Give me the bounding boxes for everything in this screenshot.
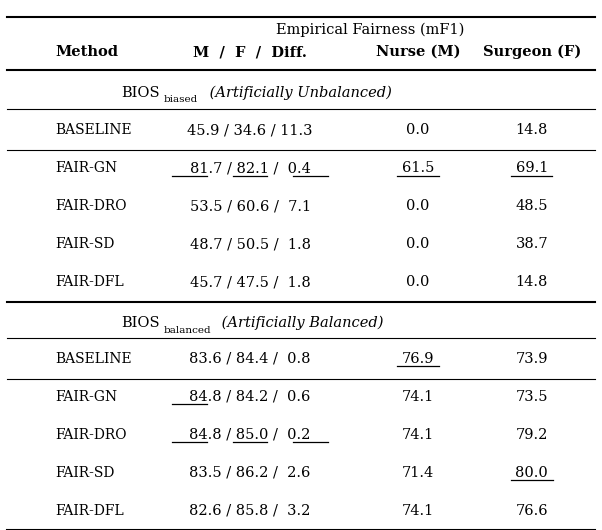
Text: 0.0: 0.0 [406, 199, 430, 213]
Text: 73.5: 73.5 [515, 390, 548, 404]
Text: FAIR-GN: FAIR-GN [55, 161, 117, 175]
Text: 84.8 / 85.0 /  0.2: 84.8 / 85.0 / 0.2 [190, 428, 311, 442]
Text: 45.7 / 47.5 /  1.8: 45.7 / 47.5 / 1.8 [190, 275, 311, 289]
Text: 76.6: 76.6 [515, 504, 548, 518]
Text: FAIR-DFL: FAIR-DFL [55, 504, 124, 518]
Text: 0.0: 0.0 [406, 123, 430, 137]
Text: 0.0: 0.0 [406, 237, 430, 251]
Text: 76.9: 76.9 [402, 352, 434, 366]
Text: 74.1: 74.1 [402, 504, 434, 518]
Text: 81.7 / 82.1 /  0.4: 81.7 / 82.1 / 0.4 [190, 161, 311, 175]
Text: 69.1: 69.1 [515, 161, 548, 175]
Text: BASELINE: BASELINE [55, 352, 132, 366]
Text: BIOS: BIOS [122, 316, 160, 330]
Text: 71.4: 71.4 [402, 466, 434, 480]
Text: 14.8: 14.8 [515, 275, 548, 289]
Text: 48.5: 48.5 [515, 199, 548, 213]
Text: Nurse (M): Nurse (M) [376, 45, 460, 59]
Text: 79.2: 79.2 [515, 428, 548, 442]
Text: FAIR-DRO: FAIR-DRO [55, 199, 127, 213]
Text: BIOS: BIOS [122, 86, 160, 100]
Text: FAIR-GN: FAIR-GN [55, 390, 117, 404]
Text: Empirical Fairness (mF1): Empirical Fairness (mF1) [276, 22, 464, 37]
Text: 84.8 / 84.2 /  0.6: 84.8 / 84.2 / 0.6 [190, 390, 311, 404]
Text: 83.5 / 86.2 /  2.6: 83.5 / 86.2 / 2.6 [190, 466, 311, 480]
Text: 48.7 / 50.5 /  1.8: 48.7 / 50.5 / 1.8 [190, 237, 311, 251]
Text: 61.5: 61.5 [402, 161, 434, 175]
Text: 74.1: 74.1 [402, 390, 434, 404]
Text: Surgeon (F): Surgeon (F) [483, 45, 581, 59]
Text: BASELINE: BASELINE [55, 123, 132, 137]
Text: 45.9 / 34.6 / 11.3: 45.9 / 34.6 / 11.3 [187, 123, 313, 137]
Text: (Artificially Balanced): (Artificially Balanced) [217, 316, 383, 330]
Text: Method: Method [55, 45, 119, 59]
Text: balanced: balanced [163, 325, 211, 334]
Text: 83.6 / 84.4 /  0.8: 83.6 / 84.4 / 0.8 [189, 352, 311, 366]
Text: 38.7: 38.7 [515, 237, 548, 251]
Text: FAIR-DFL: FAIR-DFL [55, 275, 124, 289]
Text: 80.0: 80.0 [515, 466, 548, 480]
Text: biased: biased [163, 95, 197, 104]
Text: FAIR-SD: FAIR-SD [55, 466, 115, 480]
Text: 73.9: 73.9 [515, 352, 548, 366]
Text: FAIR-DRO: FAIR-DRO [55, 428, 127, 442]
Text: 0.0: 0.0 [406, 275, 430, 289]
Text: M  /  F  /  Diff.: M / F / Diff. [193, 45, 307, 59]
Text: 82.6 / 85.8 /  3.2: 82.6 / 85.8 / 3.2 [190, 504, 311, 518]
Text: 74.1: 74.1 [402, 428, 434, 442]
Text: (Artificially Unbalanced): (Artificially Unbalanced) [205, 86, 392, 100]
Text: FAIR-SD: FAIR-SD [55, 237, 115, 251]
Text: 53.5 / 60.6 /  7.1: 53.5 / 60.6 / 7.1 [190, 199, 311, 213]
Text: 14.8: 14.8 [515, 123, 548, 137]
